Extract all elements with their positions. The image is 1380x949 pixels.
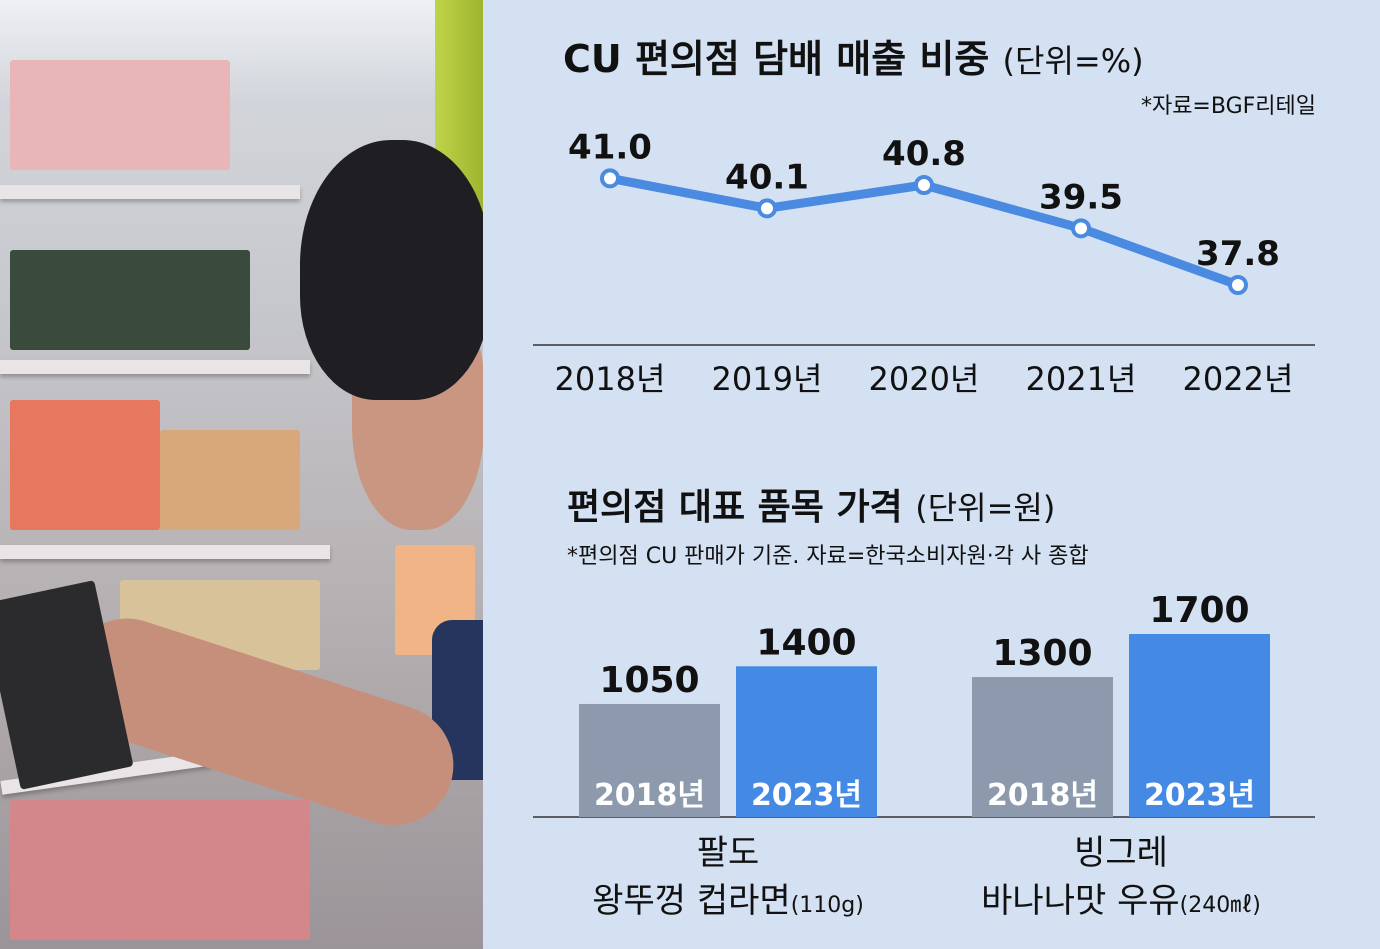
snack-pack: [0, 580, 134, 790]
bar-chart-note: *편의점 CU 판매가 기준. 자료=한국소비자원·각 사 종합: [567, 544, 1089, 569]
category-label-line2: 바나나맛 우유(240㎖): [981, 881, 1261, 921]
data-point: [757, 198, 777, 219]
data-label: 40.1: [725, 157, 809, 197]
category-label-line2: 왕뚜껑 컵라면(110g): [592, 881, 864, 921]
bar-series-label: 2023년: [1144, 778, 1255, 813]
data-point: [914, 175, 934, 195]
bar-value-label: 1400: [756, 622, 856, 663]
bar: [579, 703, 720, 817]
data-label: 37.8: [1196, 234, 1280, 274]
line-chart-unit: (단위=%): [1002, 42, 1144, 80]
x-tick-label: 2020년: [869, 360, 980, 398]
bar-chart-title-text: 편의점 대표 품목 가격: [567, 487, 903, 528]
product-pile: [10, 250, 250, 350]
line-chart: 41.0 2018년 40.1 2019년 40.8 2020년 39.5 2021년 37.8…: [533, 127, 1315, 398]
product-pile: [10, 400, 160, 530]
line-chart-title: CU 편의점 담배 매출 비중 (단위=%): [563, 28, 1144, 83]
bar-chart-unit: (단위=원): [915, 489, 1056, 527]
bar-value-label: 1300: [992, 633, 1092, 674]
shelf: [0, 185, 300, 199]
data-point: [1228, 275, 1248, 295]
x-tick-label: 2019년: [712, 360, 823, 398]
store-photo: [0, 0, 483, 949]
infographic-panel: CU 편의점 담배 매출 비중 (단위=%) *자료=BGF리테일 41.0 20…: [483, 0, 1380, 949]
data-label: 41.0: [568, 127, 652, 167]
bar: [1129, 634, 1270, 817]
data-label: 40.8: [882, 134, 966, 174]
x-tick-label: 2022년: [1183, 360, 1294, 398]
category-label-line1: 팔도: [697, 833, 760, 873]
bar: [972, 677, 1113, 817]
bar-series-label: 2018년: [987, 778, 1098, 813]
bar-value-label: 1050: [599, 660, 699, 701]
product-pile: [10, 800, 310, 940]
line-chart-title-text: CU 편의점 담배 매출 비중: [563, 37, 990, 81]
bar: [736, 666, 877, 817]
bar-series-label: 2023년: [751, 778, 862, 813]
bar-series-label: 2018년: [594, 778, 705, 813]
line-chart-source: *자료=BGF리테일: [1140, 94, 1316, 119]
product-pile: [160, 430, 300, 530]
bar-chart-title: 편의점 대표 품목 가격 (단위=원): [567, 478, 1055, 530]
x-tick-label: 2018년: [555, 360, 666, 398]
product-pile: [10, 60, 230, 170]
hair: [300, 140, 483, 400]
shelf: [0, 360, 310, 374]
bar-value-label: 1700: [1149, 590, 1249, 631]
x-tick-label: 2021년: [1026, 360, 1137, 398]
shelf: [0, 545, 330, 559]
data-point: [600, 168, 620, 189]
data-label: 39.5: [1039, 177, 1123, 217]
data-point: [1071, 218, 1091, 239]
category-label-line1: 빙그레: [1074, 833, 1168, 873]
